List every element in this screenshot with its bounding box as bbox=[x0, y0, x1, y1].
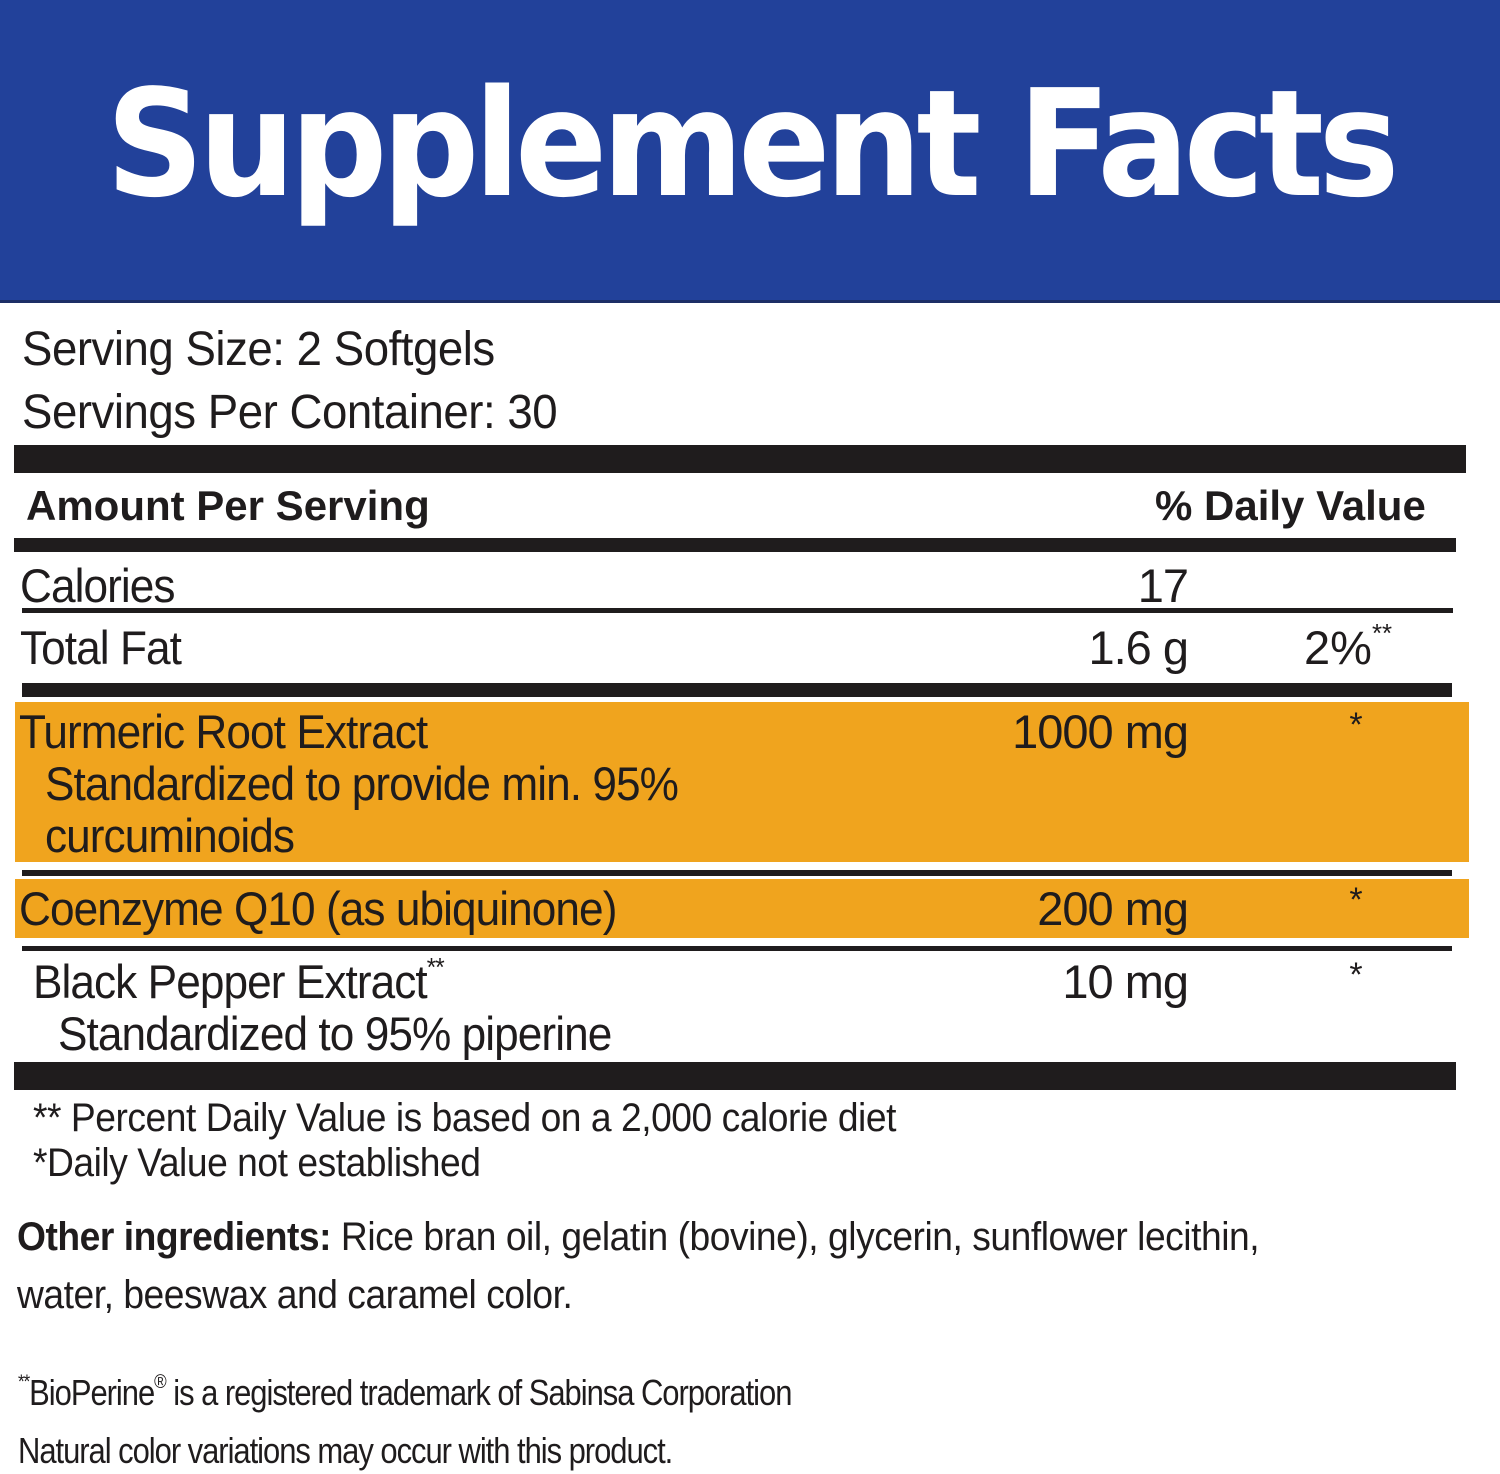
nutrient-amount: 1.6 g bbox=[1088, 621, 1189, 674]
table-row-turmeric: Turmeric Root Extract Standardized to pr… bbox=[15, 702, 1469, 862]
ingredient-amount: 200 mg bbox=[1037, 882, 1189, 935]
serving-size: Serving Size: 2 Softgels bbox=[22, 323, 495, 376]
ingredient-name: Turmeric Root Extract bbox=[19, 705, 428, 758]
thin-divider bbox=[22, 608, 1453, 613]
daily-value-percent: 2% bbox=[1304, 621, 1372, 674]
servings-per-container: Servings Per Container: 30 bbox=[22, 386, 558, 439]
footnote-mark: ** bbox=[18, 1371, 30, 1393]
nutrient-amount: 17 bbox=[1137, 559, 1189, 612]
table-row-coq10: Coenzyme Q10 (as ubiquinone) 200 mg * bbox=[15, 879, 1469, 938]
nutrient-name: Calories bbox=[20, 559, 175, 612]
other-ingredients-label: Other ingredients: bbox=[17, 1215, 332, 1259]
color-variation-notice: Natural color variations may occur with … bbox=[18, 1430, 673, 1471]
nutrient-name: Total Fat bbox=[20, 621, 182, 674]
ingredient-name: Black Pepper Extract** bbox=[33, 955, 445, 1008]
other-ingredients: Other ingredients: Rice bran oil, gelati… bbox=[17, 1215, 1260, 1259]
trademark-text: is a registered trademark of Sabinsa Cor… bbox=[165, 1372, 792, 1413]
daily-value: * bbox=[1349, 956, 1363, 994]
amount-per-serving-heading: Amount Per Serving bbox=[26, 482, 430, 529]
ingredient-standardization: Standardized to 95% piperine bbox=[58, 1007, 612, 1060]
daily-value-heading: % Daily Value bbox=[1155, 482, 1426, 529]
other-ingredients-list: Rice bran oil, gelatin (bovine), glyceri… bbox=[331, 1215, 1260, 1259]
footnote-daily-value-basis: ** Percent Daily Value is based on a 2,0… bbox=[33, 1096, 896, 1140]
footnote-dv-not-established: *Daily Value not established bbox=[33, 1141, 481, 1185]
brand-name: BioPerine bbox=[29, 1372, 155, 1413]
other-ingredients-list-cont: water, beeswax and caramel color. bbox=[17, 1273, 573, 1317]
footnote-mark: ** bbox=[426, 954, 445, 982]
divider bbox=[14, 538, 1456, 552]
daily-value: 2%** bbox=[1304, 621, 1392, 674]
supplement-facts-header: Supplement Facts bbox=[0, 0, 1500, 303]
thin-divider bbox=[22, 870, 1452, 876]
ingredient-amount: 1000 mg bbox=[1012, 705, 1189, 758]
footnote-mark: ** bbox=[1371, 620, 1393, 648]
thin-divider bbox=[22, 946, 1452, 951]
ingredient-name-text: Black Pepper Extract bbox=[33, 955, 428, 1008]
daily-value: * bbox=[1349, 881, 1363, 919]
registered-mark: ® bbox=[154, 1371, 167, 1393]
daily-value: * bbox=[1349, 706, 1363, 744]
ingredient-amount: 10 mg bbox=[1062, 955, 1189, 1008]
ingredient-standardization-cont: curcuminoids bbox=[45, 809, 295, 862]
thick-divider bbox=[14, 1062, 1456, 1090]
divider bbox=[22, 683, 1452, 697]
ingredient-name: Coenzyme Q10 (as ubiquinone) bbox=[19, 882, 617, 935]
trademark-notice: **BioPerine® is a registered trademark o… bbox=[18, 1372, 792, 1413]
page-title: Supplement Facts bbox=[105, 58, 1400, 230]
ingredient-standardization: Standardized to provide min. 95% bbox=[45, 757, 679, 810]
thick-divider bbox=[14, 445, 1466, 473]
